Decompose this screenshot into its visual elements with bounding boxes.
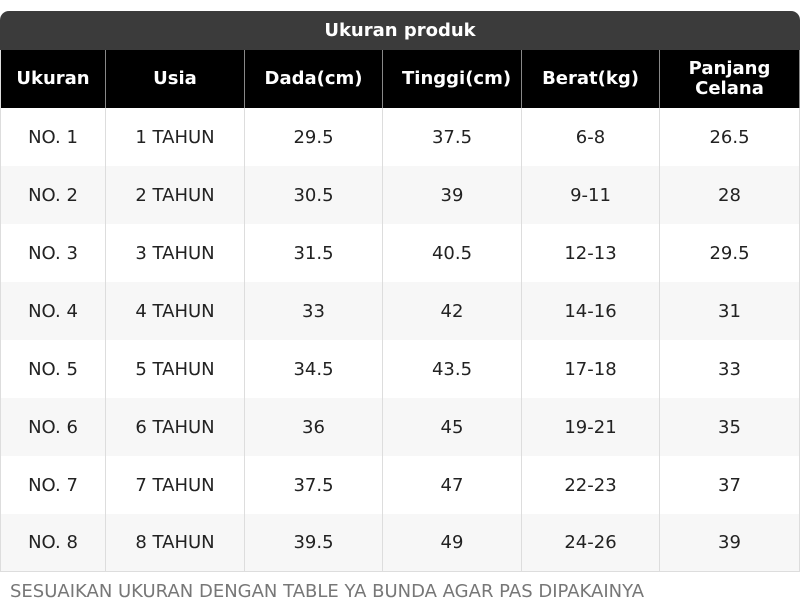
table-cell: 35 <box>660 398 800 456</box>
table-cell: 37 <box>660 456 800 514</box>
table-cell: 39 <box>660 514 800 572</box>
footer-note: SESUAIKAN UKURAN DENGAN TABLE YA BUNDA A… <box>10 581 645 602</box>
table-cell: 22-23 <box>522 456 660 514</box>
table-cell: 6 TAHUN <box>106 398 245 456</box>
table-cell: 4 TAHUN <box>106 282 245 340</box>
table-cell: 37.5 <box>245 456 383 514</box>
table-cell: 8 TAHUN <box>106 514 245 572</box>
table-cell: 42 <box>383 282 522 340</box>
header-cell: Dada(cm) <box>245 50 383 108</box>
table-cell: NO. 8 <box>0 514 106 572</box>
table-cell: 24-26 <box>522 514 660 572</box>
table-cell: NO. 4 <box>0 282 106 340</box>
table-cell: 14-16 <box>522 282 660 340</box>
table-cell: 33 <box>245 282 383 340</box>
header-cell: Panjang Celana <box>660 50 800 108</box>
header-cell: Usia <box>106 50 245 108</box>
table-cell: NO. 5 <box>0 340 106 398</box>
header-cell: Tinggi(cm) <box>383 50 522 108</box>
table-cell: 28 <box>660 166 800 224</box>
header-text: Berat(kg) <box>542 68 639 89</box>
table-cell: 39 <box>383 166 522 224</box>
table-cell: NO. 1 <box>0 108 106 166</box>
table-cell: 45 <box>383 398 522 456</box>
header-cell: Ukuran <box>0 50 106 108</box>
table-cell: 31.5 <box>245 224 383 282</box>
table-cell: 7 TAHUN <box>106 456 245 514</box>
table-cell: 1 TAHUN <box>106 108 245 166</box>
table-cell: 33 <box>660 340 800 398</box>
table-cell: 6-8 <box>522 108 660 166</box>
table-cell: 2 TAHUN <box>106 166 245 224</box>
header-cell: Berat(kg) <box>522 50 660 108</box>
table-cell: 5 TAHUN <box>106 340 245 398</box>
table-cell: NO. 2 <box>0 166 106 224</box>
header-row: Ukuran Usia Dada(cm) Tinggi(cm) Berat(kg) Pan… <box>0 50 800 108</box>
table-cell: 9-11 <box>522 166 660 224</box>
table-cell: 40.5 <box>383 224 522 282</box>
header-text: Ukuran <box>16 68 90 89</box>
table-cell: 39.5 <box>245 514 383 572</box>
table-cell: NO. 7 <box>0 456 106 514</box>
table-cell: 29.5 <box>660 224 800 282</box>
table-cell: 37.5 <box>383 108 522 166</box>
table-cell: 31 <box>660 282 800 340</box>
table-cell: 34.5 <box>245 340 383 398</box>
header-text: Tinggi(cm) <box>402 68 512 89</box>
table-cell: 47 <box>383 456 522 514</box>
header-text: Panjang Celana <box>688 58 771 99</box>
table-cell: 29.5 <box>245 108 383 166</box>
table-cell: 26.5 <box>660 108 800 166</box>
table-cell: 3 TAHUN <box>106 224 245 282</box>
table-cell: NO. 3 <box>0 224 106 282</box>
header-text: Usia <box>153 68 197 89</box>
table-cell: 30.5 <box>245 166 383 224</box>
table-cell: 12-13 <box>522 224 660 282</box>
table-cell: 19-21 <box>522 398 660 456</box>
table-cell: NO. 6 <box>0 398 106 456</box>
size-table: Ukuran Usia Dada(cm) Tinggi(cm) Berat(kg) Pan… <box>0 50 800 572</box>
table-title: Ukuran produk <box>0 11 800 50</box>
table-cell: 17-18 <box>522 340 660 398</box>
header-text: Dada(cm) <box>264 68 363 89</box>
table-cell: 49 <box>383 514 522 572</box>
table-cell: 43.5 <box>383 340 522 398</box>
table-cell: 36 <box>245 398 383 456</box>
